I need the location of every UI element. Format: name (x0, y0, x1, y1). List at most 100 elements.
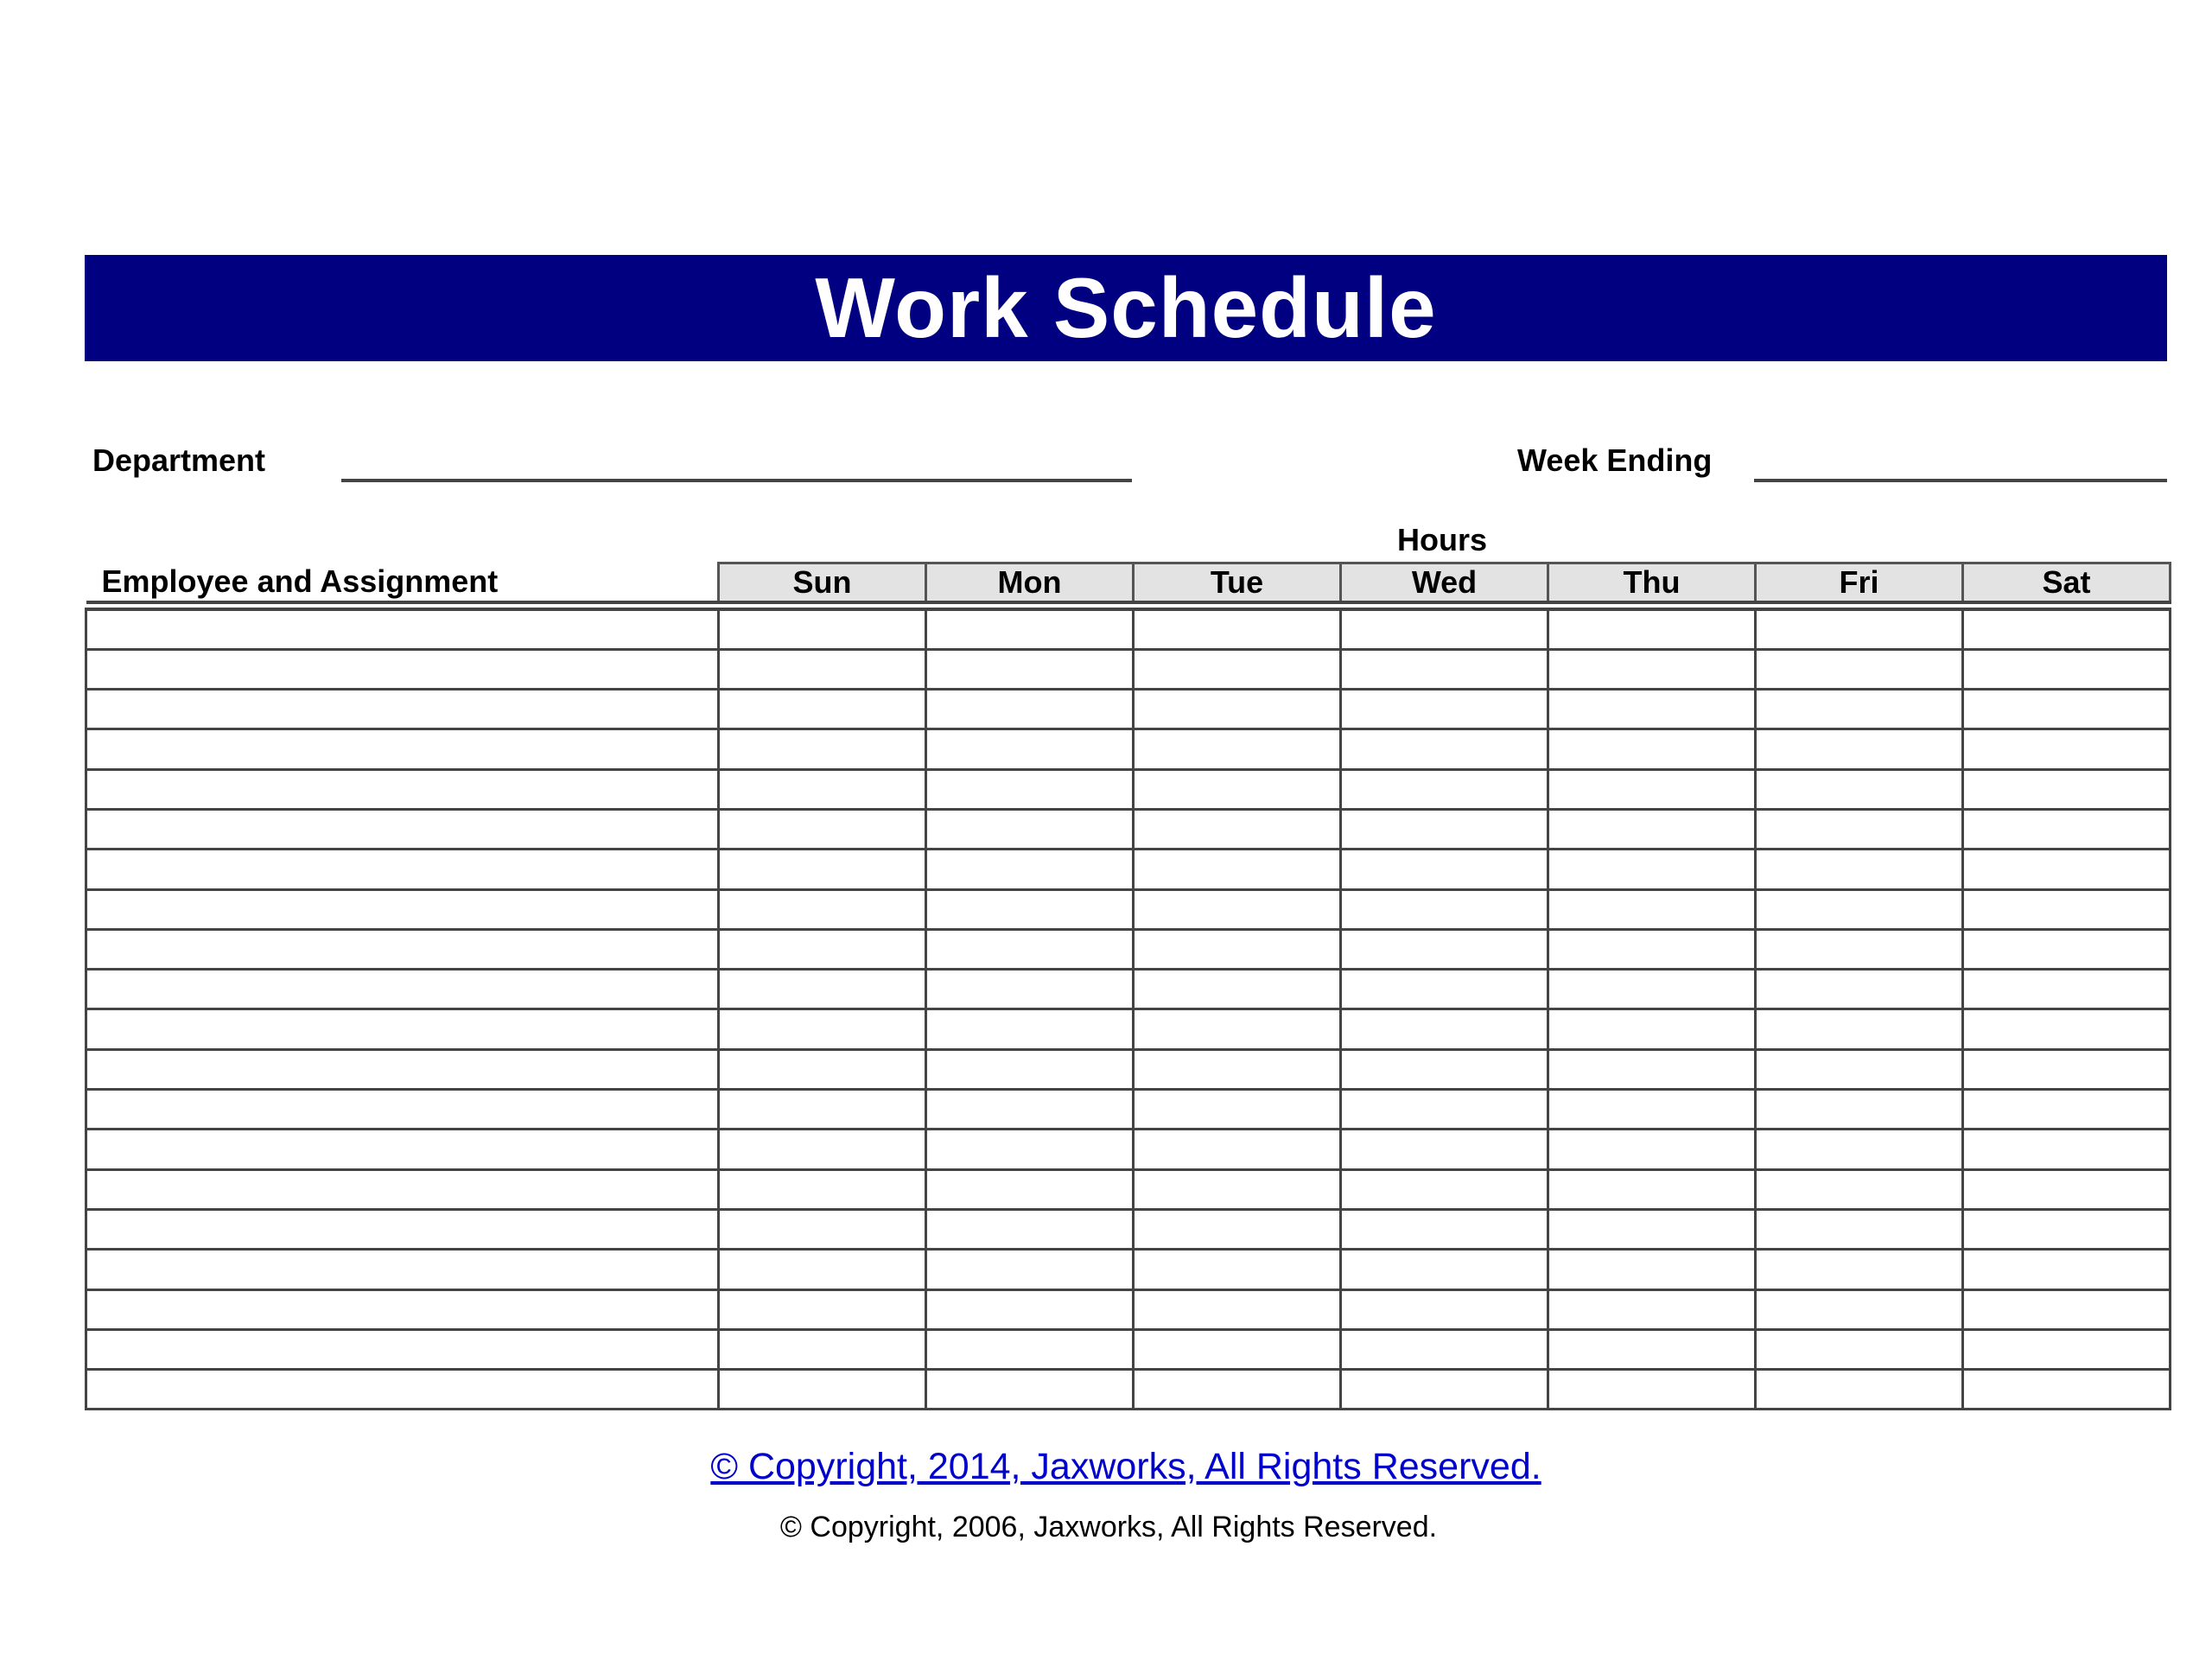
hours-cell-sat[interactable] (1961, 1248, 2171, 1291)
hours-cell-sat[interactable] (1961, 1207, 2171, 1251)
hours-cell-sat[interactable] (1961, 1368, 2171, 1411)
employee-cell[interactable] (85, 647, 720, 691)
hours-cell-wed[interactable] (1339, 1288, 1549, 1331)
hours-cell-wed[interactable] (1339, 1168, 1549, 1211)
hours-cell-tue[interactable] (1132, 728, 1342, 771)
hours-cell-fri[interactable] (1754, 1288, 1964, 1331)
hours-cell-mon[interactable] (925, 608, 1135, 651)
employee-cell[interactable] (85, 848, 720, 891)
hours-cell-thu[interactable] (1547, 728, 1757, 771)
hours-cell-fri[interactable] (1754, 888, 1964, 931)
hours-cell-sun[interactable] (717, 1168, 927, 1211)
hours-cell-sun[interactable] (717, 807, 927, 851)
hours-cell-fri[interactable] (1754, 1327, 1964, 1371)
week-ending-field[interactable] (1754, 479, 2167, 482)
hours-cell-sun[interactable] (717, 848, 927, 891)
hours-cell-fri[interactable] (1754, 608, 1964, 651)
employee-cell[interactable] (85, 968, 720, 1011)
employee-cell[interactable] (85, 1047, 720, 1091)
hours-cell-mon[interactable] (925, 927, 1135, 971)
hours-cell-fri[interactable] (1754, 767, 1964, 811)
employee-cell[interactable] (85, 1008, 720, 1051)
hours-cell-wed[interactable] (1339, 1207, 1549, 1251)
hours-cell-mon[interactable] (925, 807, 1135, 851)
hours-cell-sun[interactable] (717, 1288, 927, 1331)
hours-cell-fri[interactable] (1754, 1128, 1964, 1171)
employee-cell[interactable] (85, 1168, 720, 1211)
hours-cell-fri[interactable] (1754, 927, 1964, 971)
hours-cell-fri[interactable] (1754, 968, 1964, 1011)
hours-cell-wed[interactable] (1339, 608, 1549, 651)
hours-cell-wed[interactable] (1339, 1008, 1549, 1051)
employee-cell[interactable] (85, 1368, 720, 1411)
hours-cell-sun[interactable] (717, 1047, 927, 1091)
hours-cell-sat[interactable] (1961, 1128, 2171, 1171)
hours-cell-sat[interactable] (1961, 848, 2171, 891)
hours-cell-mon[interactable] (925, 647, 1135, 691)
hours-cell-sun[interactable] (717, 647, 927, 691)
hours-cell-tue[interactable] (1132, 1168, 1342, 1211)
hours-cell-wed[interactable] (1339, 848, 1549, 891)
hours-cell-thu[interactable] (1547, 888, 1757, 931)
hours-cell-sat[interactable] (1961, 608, 2171, 651)
hours-cell-sun[interactable] (717, 1088, 927, 1131)
employee-cell[interactable] (85, 807, 720, 851)
hours-cell-tue[interactable] (1132, 807, 1342, 851)
hours-cell-tue[interactable] (1132, 1288, 1342, 1331)
hours-cell-sat[interactable] (1961, 1288, 2171, 1331)
employee-cell[interactable] (85, 1128, 720, 1171)
hours-cell-mon[interactable] (925, 1288, 1135, 1331)
hours-cell-sun[interactable] (717, 1008, 927, 1051)
hours-cell-tue[interactable] (1132, 608, 1342, 651)
hours-cell-fri[interactable] (1754, 1207, 1964, 1251)
hours-cell-wed[interactable] (1339, 1368, 1549, 1411)
hours-cell-fri[interactable] (1754, 1047, 1964, 1091)
hours-cell-mon[interactable] (925, 968, 1135, 1011)
hours-cell-mon[interactable] (925, 767, 1135, 811)
employee-cell[interactable] (85, 1288, 720, 1331)
hours-cell-sun[interactable] (717, 1207, 927, 1251)
hours-cell-tue[interactable] (1132, 927, 1342, 971)
hours-cell-fri[interactable] (1754, 1368, 1964, 1411)
hours-cell-wed[interactable] (1339, 728, 1549, 771)
hours-cell-fri[interactable] (1754, 647, 1964, 691)
hours-cell-sat[interactable] (1961, 888, 2171, 931)
hours-cell-tue[interactable] (1132, 1368, 1342, 1411)
hours-cell-tue[interactable] (1132, 1088, 1342, 1131)
hours-cell-sat[interactable] (1961, 807, 2171, 851)
hours-cell-sat[interactable] (1961, 927, 2171, 971)
hours-cell-tue[interactable] (1132, 688, 1342, 731)
hours-cell-wed[interactable] (1339, 1088, 1549, 1131)
hours-cell-fri[interactable] (1754, 728, 1964, 771)
hours-cell-wed[interactable] (1339, 888, 1549, 931)
hours-cell-sun[interactable] (717, 1368, 927, 1411)
hours-cell-sat[interactable] (1961, 728, 2171, 771)
hours-cell-wed[interactable] (1339, 1327, 1549, 1371)
hours-cell-wed[interactable] (1339, 1128, 1549, 1171)
hours-cell-sun[interactable] (717, 688, 927, 731)
hours-cell-thu[interactable] (1547, 767, 1757, 811)
hours-cell-tue[interactable] (1132, 1207, 1342, 1251)
hours-cell-sun[interactable] (717, 927, 927, 971)
hours-cell-thu[interactable] (1547, 1327, 1757, 1371)
hours-cell-thu[interactable] (1547, 968, 1757, 1011)
hours-cell-fri[interactable] (1754, 807, 1964, 851)
hours-cell-tue[interactable] (1132, 848, 1342, 891)
hours-cell-wed[interactable] (1339, 968, 1549, 1011)
hours-cell-wed[interactable] (1339, 1047, 1549, 1091)
hours-cell-tue[interactable] (1132, 647, 1342, 691)
hours-cell-sun[interactable] (717, 767, 927, 811)
hours-cell-fri[interactable] (1754, 1248, 1964, 1291)
hours-cell-wed[interactable] (1339, 647, 1549, 691)
hours-cell-sat[interactable] (1961, 688, 2171, 731)
hours-cell-sat[interactable] (1961, 647, 2171, 691)
employee-cell[interactable] (85, 1327, 720, 1371)
hours-cell-sun[interactable] (717, 1327, 927, 1371)
hours-cell-tue[interactable] (1132, 1128, 1342, 1171)
hours-cell-mon[interactable] (925, 1008, 1135, 1051)
hours-cell-thu[interactable] (1547, 848, 1757, 891)
hours-cell-tue[interactable] (1132, 767, 1342, 811)
employee-cell[interactable] (85, 1088, 720, 1131)
hours-cell-fri[interactable] (1754, 1008, 1964, 1051)
hours-cell-mon[interactable] (925, 1168, 1135, 1211)
